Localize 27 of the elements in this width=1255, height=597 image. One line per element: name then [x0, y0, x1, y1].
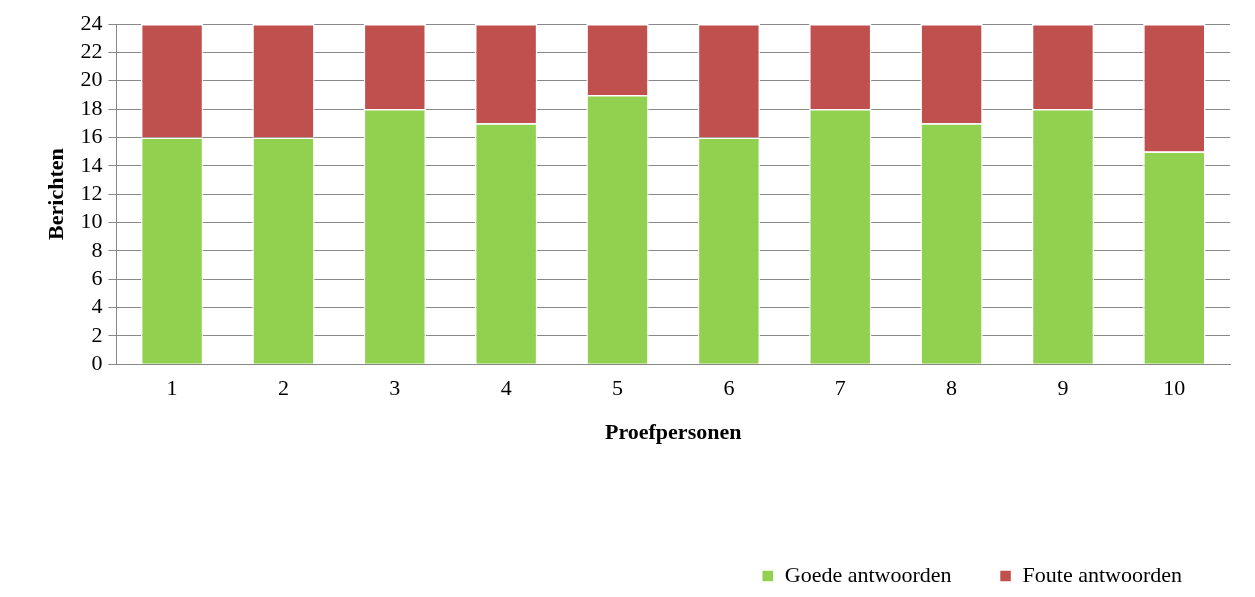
y-tick-label: 2: [91, 321, 103, 347]
x-tick-label: 9: [1057, 375, 1069, 401]
legend-label: Foute antwoorden: [1022, 561, 1182, 587]
y-tick-label: 22: [80, 38, 103, 64]
y-tick-label: 20: [80, 66, 103, 92]
x-tick-label: 1: [166, 375, 178, 401]
x-tick-label: 10: [1163, 375, 1186, 401]
x-tick-label: 3: [389, 375, 401, 401]
y-tick-label: 18: [80, 94, 103, 120]
x-tick-label: 8: [946, 375, 958, 401]
y-tick-label: 12: [80, 179, 103, 205]
x-tick-label: 2: [277, 375, 289, 401]
y-tick-label: 10: [80, 208, 103, 234]
x-tick-label: 5: [612, 375, 624, 401]
y-tick-label: 4: [91, 293, 103, 319]
y-tick-label: 6: [91, 264, 103, 290]
y-tick-label: 8: [91, 236, 103, 262]
y-tick-label: 24: [80, 9, 103, 35]
y-axis-title: Berichten: [42, 148, 68, 240]
x-tick-label: 6: [723, 375, 735, 401]
y-tick-label: 14: [80, 151, 103, 177]
legend-label: Goede antwoorden: [784, 561, 952, 587]
y-tick-label: 0: [91, 349, 103, 375]
x-tick-label: 7: [834, 375, 846, 401]
x-axis-title: Proefpersonen: [604, 419, 742, 445]
y-tick-label: 16: [80, 123, 103, 149]
x-tick-label: 4: [500, 375, 512, 401]
